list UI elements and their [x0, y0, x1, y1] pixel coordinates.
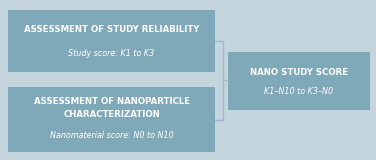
FancyBboxPatch shape	[8, 87, 215, 152]
Text: ASSESSMENT OF NANOPARTICLE: ASSESSMENT OF NANOPARTICLE	[33, 97, 190, 106]
Text: CHARACTERIZATION: CHARACTERIZATION	[63, 110, 160, 119]
Text: Study score: K1 to K3: Study score: K1 to K3	[68, 49, 155, 58]
Text: K1–N10 to K3–N0: K1–N10 to K3–N0	[264, 87, 334, 96]
Text: ASSESSMENT OF STUDY RELIABILITY: ASSESSMENT OF STUDY RELIABILITY	[24, 25, 199, 34]
FancyBboxPatch shape	[228, 52, 370, 110]
Text: Nanomaterial score: N0 to N10: Nanomaterial score: N0 to N10	[50, 131, 173, 140]
FancyBboxPatch shape	[8, 10, 215, 72]
Text: NANO STUDY SCORE: NANO STUDY SCORE	[250, 68, 348, 77]
